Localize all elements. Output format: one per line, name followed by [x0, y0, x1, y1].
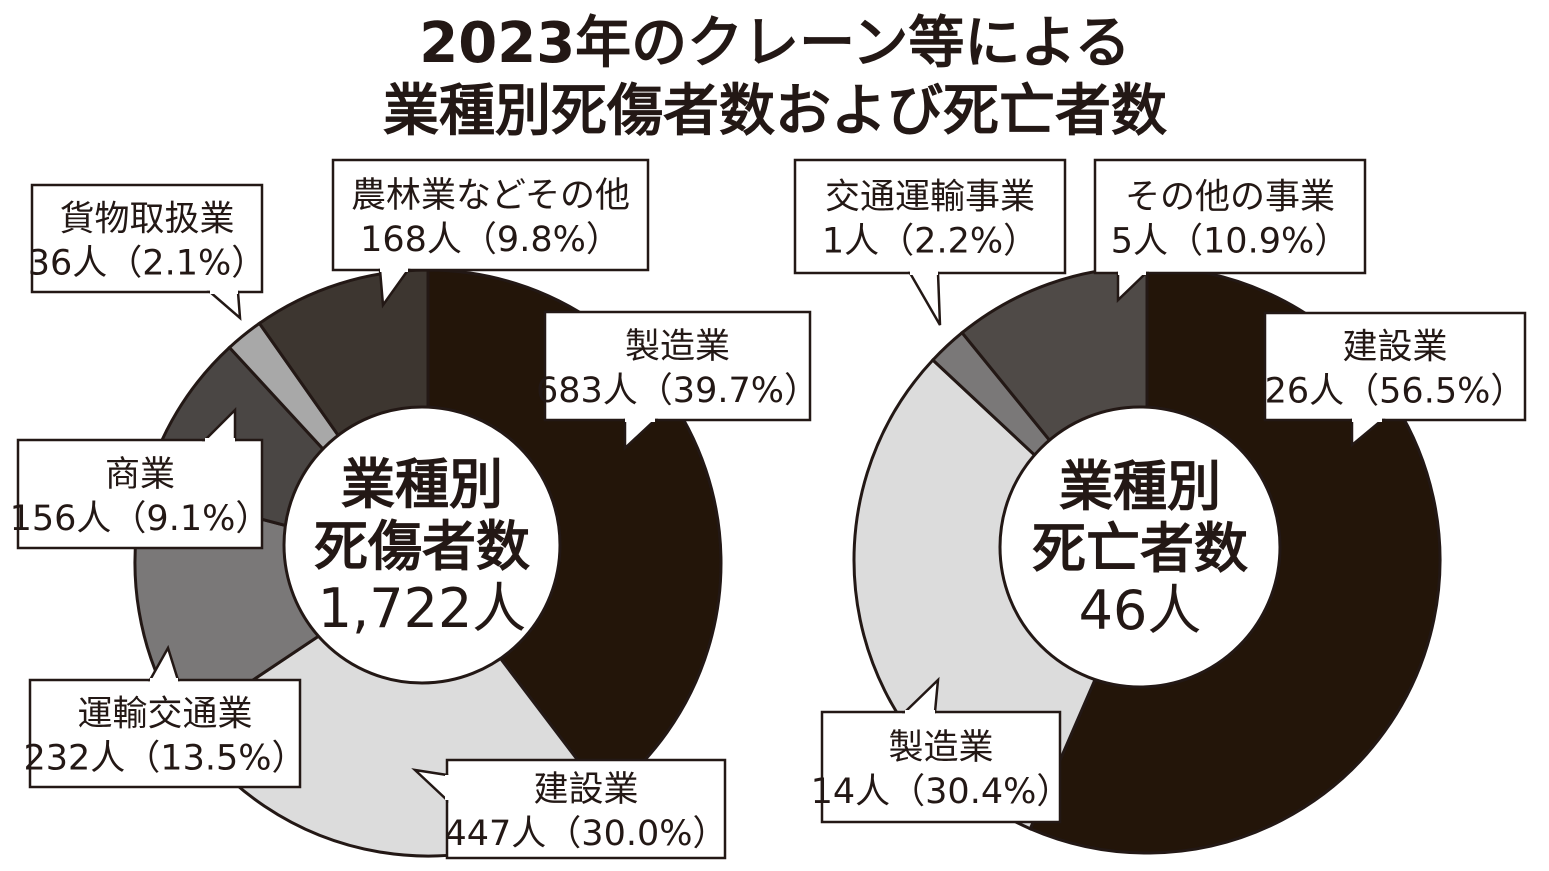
donut-center	[282, 405, 562, 685]
center-label-line-1: 業種別	[341, 453, 503, 516]
slice-label-name: 商業	[105, 455, 175, 495]
slice-label-value: 36人（2.1%）	[28, 244, 266, 284]
slice-label-name: その他の事業	[1125, 178, 1335, 218]
slice-label-name: 製造業	[625, 327, 730, 367]
callout-box	[331, 158, 650, 272]
chart-title-line-2: 業種別死傷者数および死亡者数	[383, 79, 1167, 144]
donut-center	[998, 405, 1282, 689]
callout-box	[1093, 158, 1367, 275]
slice-label-name: 建設業	[1342, 328, 1447, 368]
slice-label-name: 農林業などその他	[351, 176, 630, 216]
center-label-line-1: 業種別	[1059, 455, 1221, 518]
callout-box	[28, 678, 302, 789]
slice-label-value: 232人（13.5%）	[24, 739, 307, 779]
callout-box	[793, 158, 1067, 275]
slice-label-value: 1人（2.2%）	[822, 222, 1038, 262]
slice-label-value: 168人（9.8%）	[360, 220, 621, 260]
slice-label-name: 交通運輸事業	[825, 178, 1035, 218]
chart-title-line-1: 2023年のクレーン等による	[419, 11, 1130, 76]
slice-label-name: 貨物取扱業	[59, 200, 234, 240]
callout-box	[820, 710, 1062, 824]
slice-label-name: 運輸交通業	[77, 695, 252, 735]
center-label-line-2: 死傷者数	[314, 515, 530, 578]
slice-label-value: 26人（56.5%）	[1265, 372, 1526, 412]
slice-label-value: 683人（39.7%）	[536, 371, 819, 411]
callout-box	[445, 758, 727, 860]
slice-label-value: 447人（30.0%）	[445, 814, 728, 854]
center-label-line-2: 死亡者数	[1032, 517, 1248, 580]
slice-label-value: 14人（30.4%）	[811, 772, 1072, 812]
slice-label-name: 建設業	[533, 770, 638, 810]
callout-box	[543, 310, 812, 422]
callout-pointer	[907, 271, 942, 326]
slice-label-name: 製造業	[888, 728, 993, 768]
callout-box	[16, 438, 264, 550]
slice-label-value: 5人（10.9%）	[1111, 222, 1349, 262]
callout-box	[1263, 311, 1527, 422]
slice-label-value: 156人（9.1%）	[10, 499, 271, 539]
center-total: 46人	[1079, 579, 1202, 642]
callout-pointer	[206, 290, 242, 321]
callout-box	[30, 183, 264, 294]
center-total: 1,722人	[318, 577, 527, 640]
